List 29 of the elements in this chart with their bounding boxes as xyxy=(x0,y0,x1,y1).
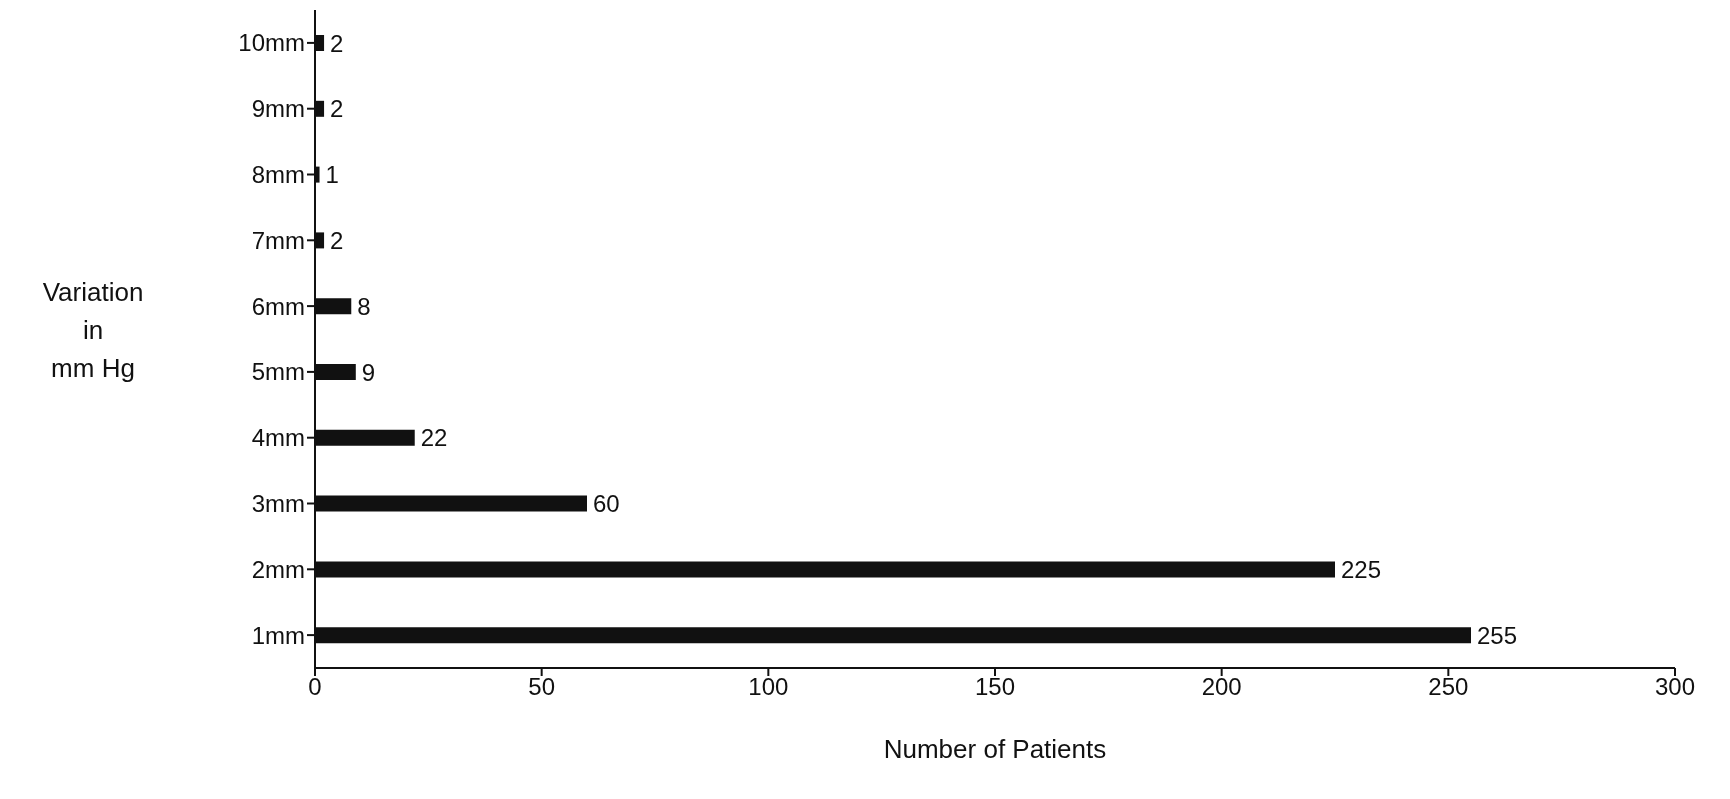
y-tick-label: 7mm xyxy=(251,226,305,254)
y-axis-title: Variation in mm Hg xyxy=(41,276,145,385)
y-tick-label: 4mm xyxy=(251,424,305,452)
x-tick-label: 0 xyxy=(308,673,322,701)
x-tick-label: 250 xyxy=(1428,673,1469,701)
x-tick-label: 50 xyxy=(528,673,556,701)
data-label: 2 xyxy=(330,95,344,123)
data-label: 225 xyxy=(1341,555,1382,583)
data-label: 9 xyxy=(361,358,376,386)
y-tick-label: 8mm xyxy=(251,161,305,189)
data-label: 2 xyxy=(330,226,344,254)
y-tick-label: 10mm xyxy=(238,29,305,57)
x-axis-title: Number of Patients xyxy=(883,734,1107,764)
data-label: 255 xyxy=(1477,621,1518,649)
y-tick-label: 6mm xyxy=(251,292,305,320)
y-tick-label: 3mm xyxy=(251,490,305,518)
x-tick-label: 200 xyxy=(1201,673,1242,701)
y-tick-label: 5mm xyxy=(251,358,305,386)
x-tick-label: 100 xyxy=(748,673,789,701)
y-tick-label: 2mm xyxy=(251,555,305,583)
data-label: 1 xyxy=(325,161,339,189)
data-label: 60 xyxy=(593,490,620,518)
y-tick-label: 9mm xyxy=(251,95,305,123)
x-tick-label: 150 xyxy=(974,673,1016,701)
y-tick-label: 1mm xyxy=(251,621,305,649)
data-label: 2 xyxy=(330,29,344,57)
data-label: 22 xyxy=(420,424,448,452)
data-label: 8 xyxy=(357,292,371,320)
x-tick-label: 300 xyxy=(1654,673,1696,701)
